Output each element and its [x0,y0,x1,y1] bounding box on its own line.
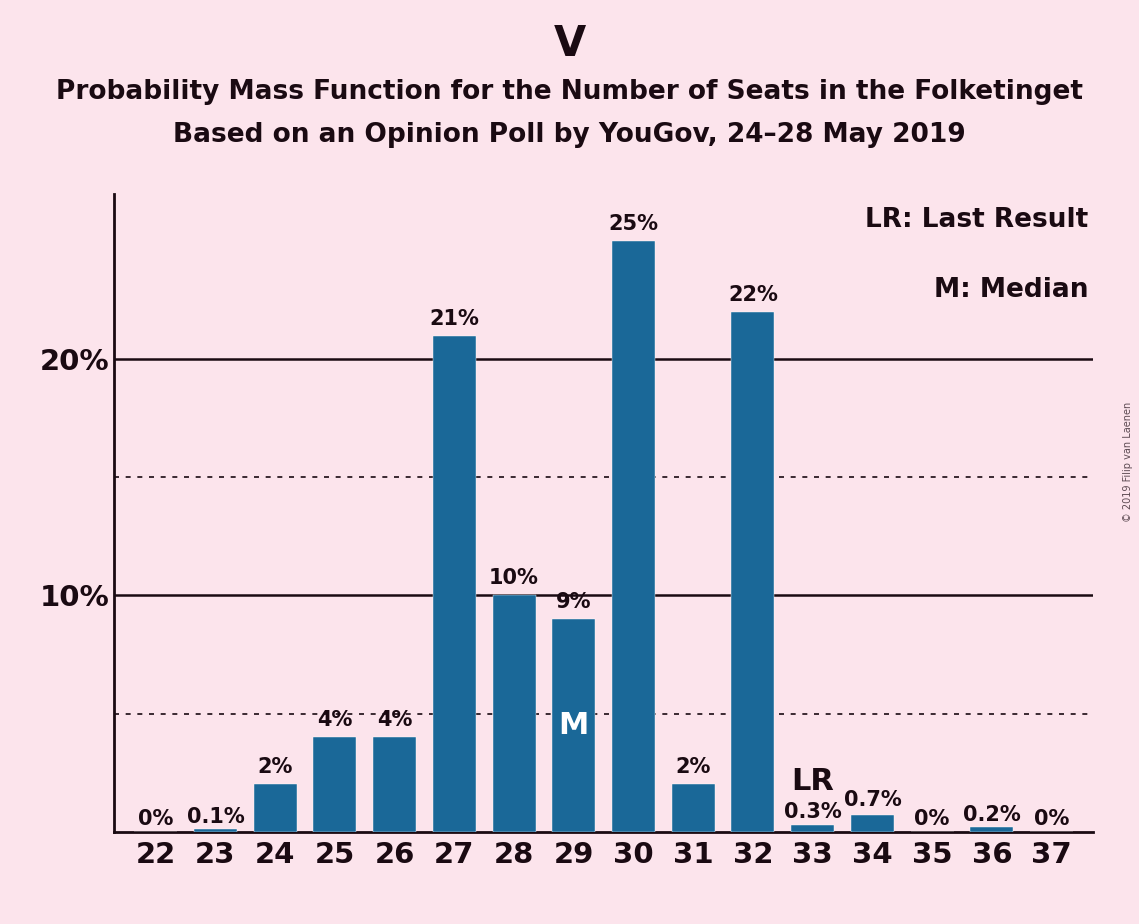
Text: 4%: 4% [377,710,412,730]
Text: 0.2%: 0.2% [964,805,1021,824]
Text: 10%: 10% [489,568,539,589]
Bar [194,829,237,832]
Text: Probability Mass Function for the Number of Seats in the Folketinget: Probability Mass Function for the Number… [56,79,1083,104]
Bar [612,241,655,832]
Bar [731,312,775,832]
Bar [374,737,416,832]
Bar [970,827,1014,832]
Bar [433,335,476,832]
Text: 22%: 22% [728,285,778,305]
Text: 2%: 2% [675,758,711,777]
Bar [672,784,715,832]
Text: 0%: 0% [1034,809,1070,829]
Text: 4%: 4% [317,710,353,730]
Text: 0%: 0% [138,809,173,829]
Bar [552,619,596,832]
Text: V: V [554,23,585,65]
Text: 0.3%: 0.3% [784,802,842,822]
Text: M: Median: M: Median [934,277,1089,303]
Text: 0%: 0% [915,809,950,829]
Bar [851,815,894,832]
Text: 21%: 21% [429,309,480,329]
Bar [792,824,834,832]
Text: 0.7%: 0.7% [844,790,901,810]
Text: LR: LR [792,767,834,796]
Text: M: M [558,711,589,740]
Bar [313,737,357,832]
Text: Based on an Opinion Poll by YouGov, 24–28 May 2019: Based on an Opinion Poll by YouGov, 24–2… [173,122,966,148]
Text: 2%: 2% [257,758,293,777]
Text: 25%: 25% [608,214,658,234]
Bar [492,595,535,832]
Text: 9%: 9% [556,592,591,612]
Text: LR: Last Result: LR: Last Result [866,207,1089,233]
Bar [254,784,296,832]
Text: 0.1%: 0.1% [187,807,244,827]
Text: © 2019 Filip van Laenen: © 2019 Filip van Laenen [1123,402,1133,522]
